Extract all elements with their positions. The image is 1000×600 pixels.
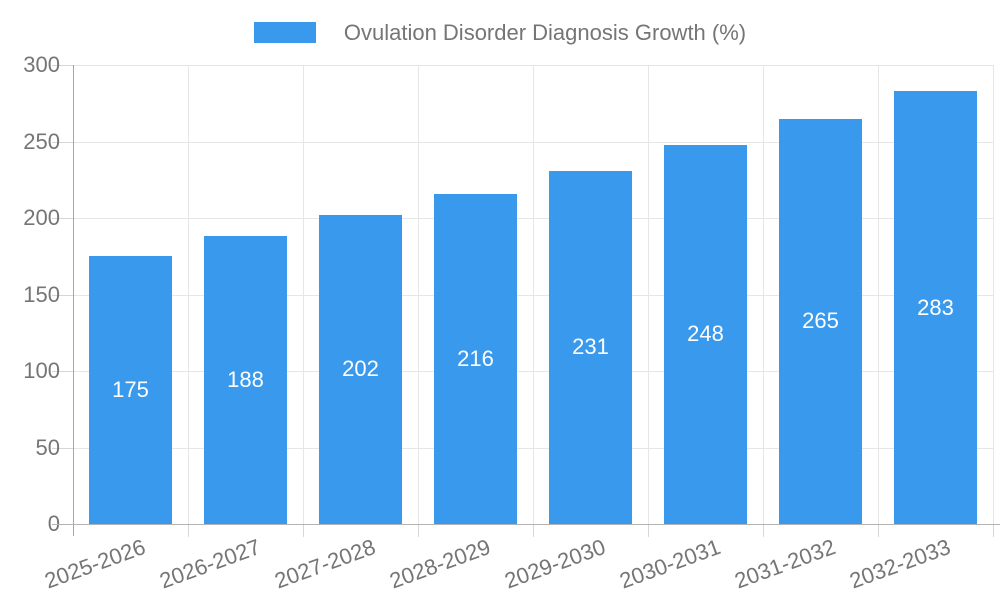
bar-slot: 248 [648,65,763,524]
y-axis-label: 0 [47,511,60,536]
gridline-vertical [648,65,649,524]
bar: 188 [204,236,287,524]
legend-swatch-icon [253,22,316,43]
bar: 248 [664,144,747,524]
x-axis-label: 2028-2029 [386,534,495,594]
bar-slot: 188 [188,65,303,524]
x-axis-tick [648,525,649,537]
x-axis-label: 2031-2032 [731,534,840,594]
gridline-vertical [418,65,419,524]
gridline-vertical [993,65,994,524]
gridline-vertical [878,65,879,524]
y-axis-tick [52,294,73,296]
y-axis-label: 150 [23,281,60,307]
x-axis-label: 2027-2028 [271,534,380,594]
x-axis-tick [763,525,764,537]
y-axis-line [73,65,74,536]
bar-value-label: 175 [112,377,149,403]
bar-slot: 231 [533,65,648,524]
y-axis-label: 50 [35,434,60,460]
bar: 283 [894,91,977,524]
y-axis-tick [52,371,73,372]
x-axis-label: 2026-2027 [156,534,265,594]
bar: 231 [549,170,632,524]
bar: 216 [434,193,517,524]
y-axis-label: 300 [23,52,60,77]
y-axis-label: 100 [23,358,60,383]
x-axis-tick [303,525,304,537]
bar-slot: 265 [763,65,878,524]
bar-value-label: 202 [342,356,379,382]
x-axis-label: 2025-2026 [41,534,150,594]
gridline-vertical [303,65,304,524]
y-axis-tick [52,65,73,66]
y-axis-tick [52,218,73,219]
gridline-vertical [533,65,534,524]
bar: 265 [779,118,862,524]
x-axis-line [52,524,1000,525]
x-axis-tick [533,525,534,537]
bar-value-label: 216 [457,345,494,371]
bar: 202 [319,214,402,524]
x-axis-tick [418,525,419,537]
plot-area: 175 188 202 216 231 248 265 283 [52,65,994,525]
bar-slot: 283 [878,65,993,524]
bar: 175 [89,256,172,524]
bar-slot: 175 [73,65,188,524]
gridline-vertical [188,65,189,524]
y-axis-tick [52,141,73,143]
x-axis-label: 2032-2033 [846,534,955,594]
bar-value-label: 231 [572,334,609,360]
legend-label: Ovulation Disorder Diagnosis Growth (%) [343,19,747,45]
y-axis-label: 200 [23,205,60,230]
x-axis-label: 2029-2030 [501,534,610,594]
bar-slot: 202 [303,65,418,524]
y-axis-label: 250 [23,128,60,154]
bar-value-label: 248 [687,321,724,347]
y-axis-tick [52,447,73,449]
bar-value-label: 283 [917,294,954,320]
bar-value-label: 265 [802,308,839,334]
gridline-vertical [763,65,764,524]
bar-value-label: 188 [227,367,264,393]
bar-slot: 216 [418,65,533,524]
x-axis-tick [188,525,189,537]
x-axis-tick [878,525,879,537]
x-axis-tick [993,525,994,537]
x-axis-label: 2030-2031 [616,534,725,594]
legend-item[interactable]: Ovulation Disorder Diagnosis Growth (%) [0,20,1000,45]
